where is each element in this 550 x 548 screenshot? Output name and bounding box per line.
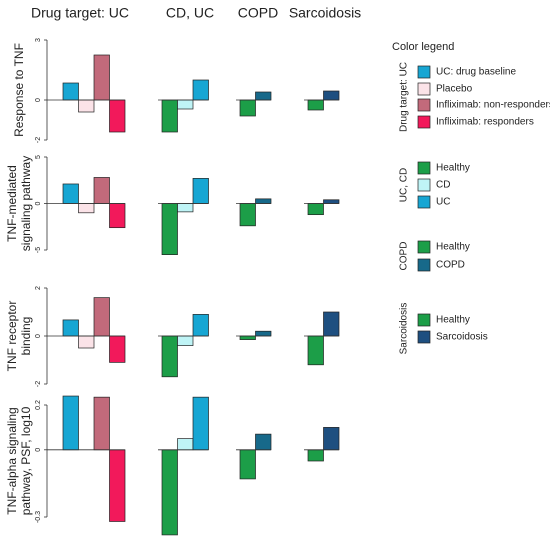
legend-group-label: Sarcoidosis: [399, 303, 410, 355]
bar: [307, 99, 324, 111]
bar: [62, 82, 79, 101]
y-axis-label: pathway, PSF, log10: [19, 406, 33, 515]
y-tick-label: 5: [35, 155, 42, 159]
bar: [323, 427, 340, 451]
legend-label: Infliximab: responders: [436, 117, 534, 128]
bar: [177, 335, 194, 346]
legend-swatch: [417, 65, 431, 79]
bar: [161, 99, 178, 133]
bar: [177, 99, 194, 110]
legend-swatch: [417, 195, 431, 209]
y-tick-label: -0.3: [35, 511, 42, 523]
bar: [307, 335, 324, 366]
y-axis-label: Response to TNF: [12, 43, 26, 137]
legend-swatch: [417, 161, 431, 175]
bar: [307, 203, 324, 216]
legend-label: Healthy: [436, 242, 470, 253]
legend-group-label: Drug target: UC: [399, 62, 410, 132]
y-axis-label: TNF-alpha signaling: [5, 407, 19, 514]
bar: [62, 183, 79, 204]
column-title: CD, UC: [166, 5, 214, 21]
bar: [239, 99, 256, 117]
bar: [109, 335, 126, 363]
column-title: COPD: [238, 5, 278, 21]
column-title: Drug target: UC: [31, 5, 129, 21]
legend-swatch: [417, 178, 431, 192]
y-tick-label: 0: [35, 334, 42, 338]
legend-swatch: [417, 330, 431, 344]
bar: [192, 314, 209, 337]
bar: [239, 203, 256, 227]
legend-swatch: [417, 115, 431, 129]
bar: [109, 449, 126, 522]
y-axis-label: signaling pathway: [19, 156, 33, 251]
bar: [255, 198, 272, 204]
legend-swatch: [417, 258, 431, 272]
bar: [177, 203, 194, 213]
y-tick-label: 0.2: [35, 400, 42, 410]
y-tick-label: 0: [35, 98, 42, 102]
legend-label: COPD: [436, 260, 465, 271]
bar: [78, 335, 95, 349]
y-tick-label: 0: [35, 448, 42, 452]
y-tick-label: 0: [35, 201, 42, 205]
bar: [323, 199, 340, 204]
bar: [93, 297, 110, 337]
legend-group-label: UC, CD: [399, 168, 410, 202]
legend-swatch: [417, 98, 431, 112]
legend-label: Infliximab: non-responders: [436, 100, 550, 111]
bar: [323, 311, 340, 337]
bar: [192, 396, 209, 451]
legend-group-label: COPD: [399, 242, 410, 271]
bar: [161, 203, 178, 256]
legend-label: CD: [436, 180, 450, 191]
y-axis-label: TNF-mediated: [5, 165, 19, 242]
bar: [161, 335, 178, 378]
y-axis-label: binding: [19, 317, 33, 356]
bar: [255, 91, 272, 101]
bar: [323, 90, 340, 101]
y-tick-label: -2: [35, 381, 42, 387]
legend-label: Placebo: [436, 84, 473, 95]
bar: [109, 203, 126, 229]
y-tick-label: -2: [35, 137, 42, 143]
bar: [307, 449, 324, 462]
bar: [239, 449, 256, 480]
bar: [192, 79, 209, 101]
bar: [161, 449, 178, 536]
y-axis-label: TNF receptor: [5, 301, 19, 372]
bar: [93, 54, 110, 101]
bar: [255, 330, 272, 337]
legend-label: UC: drug baseline: [436, 67, 516, 78]
bar: [239, 335, 256, 340]
bar: [192, 178, 209, 204]
bar: [255, 433, 272, 451]
bar: [62, 319, 79, 337]
bar: [177, 438, 194, 451]
legend-label: UC: [436, 197, 450, 208]
bar: [93, 396, 110, 451]
legend-label: Healthy: [436, 315, 470, 326]
bar: [78, 99, 95, 113]
legend-swatch: [417, 240, 431, 254]
legend-swatch: [417, 82, 431, 96]
bar: [78, 203, 95, 214]
legend-title: Color legend: [392, 41, 454, 53]
legend-label: Healthy: [436, 163, 470, 174]
column-title: Sarcoidosis: [289, 5, 361, 21]
y-tick-label: 2: [35, 286, 42, 290]
y-tick-label: -5: [35, 247, 42, 253]
legend-swatch: [417, 313, 431, 327]
bar: [62, 395, 79, 451]
bar: [109, 99, 126, 133]
legend-label: Sarcoidosis: [436, 332, 488, 343]
bar: [93, 177, 110, 204]
y-tick-label: 3: [35, 38, 42, 42]
